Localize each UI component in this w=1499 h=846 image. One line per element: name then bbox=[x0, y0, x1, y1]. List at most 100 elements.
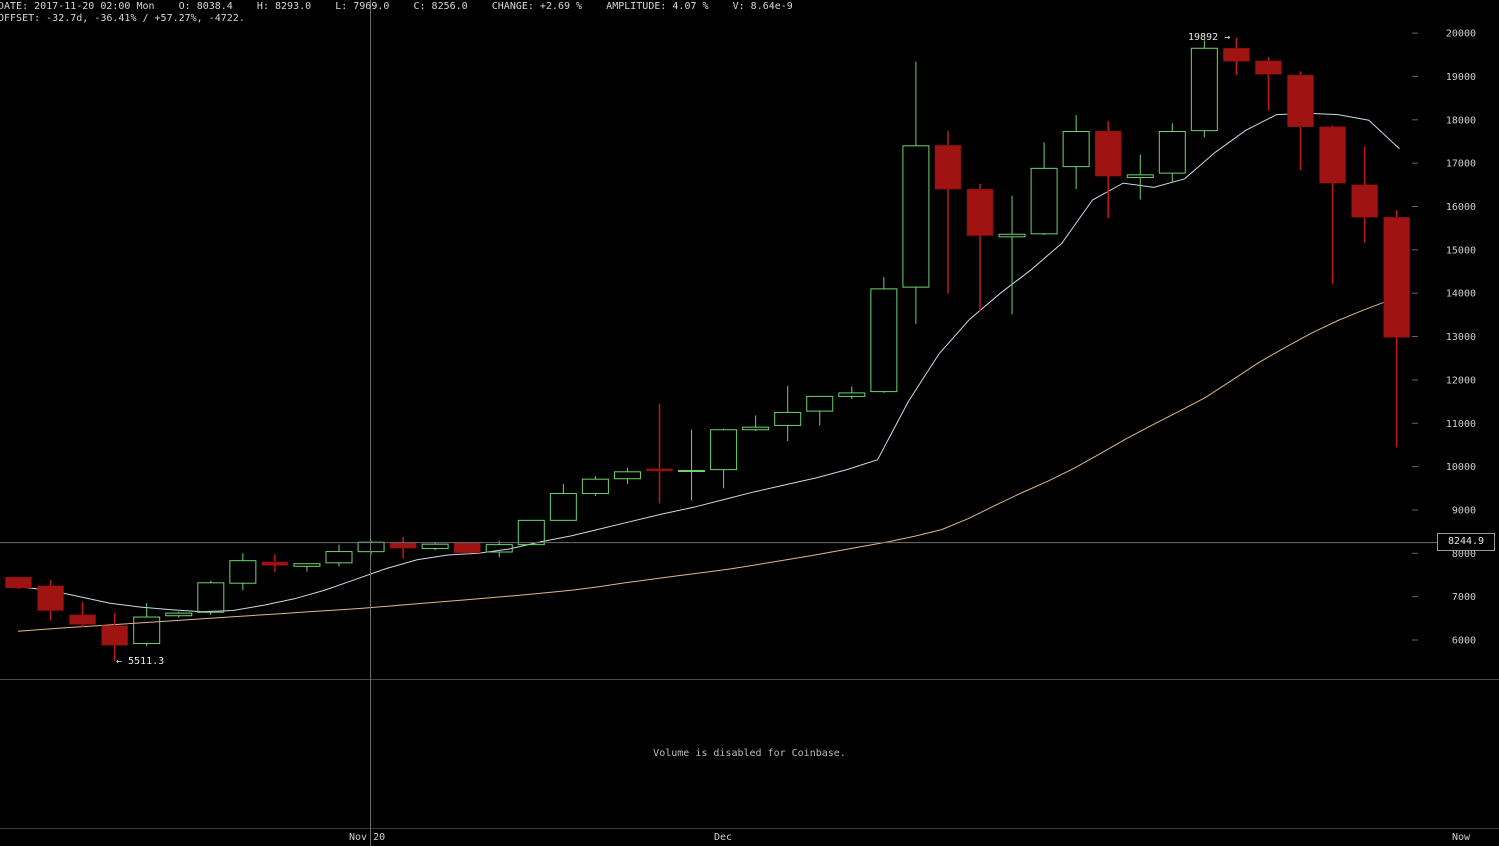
x-label-now: Now bbox=[1452, 832, 1471, 843]
candle-up bbox=[1062, 115, 1090, 190]
candle-body bbox=[1062, 131, 1090, 168]
high-annotation: 19892 → bbox=[1188, 32, 1230, 43]
candle-body bbox=[1158, 131, 1186, 174]
info-amplitude: AMPLITUDE: 4.07 % bbox=[606, 1, 709, 12]
candle-body bbox=[197, 582, 225, 613]
y-tick-label: 12000 bbox=[1446, 375, 1476, 386]
candle-down bbox=[389, 536, 417, 559]
y-tick-label: 18000 bbox=[1446, 115, 1476, 126]
candle-down bbox=[261, 554, 289, 572]
candle-body bbox=[389, 542, 417, 549]
candle-up bbox=[229, 553, 257, 591]
candle-up bbox=[1190, 40, 1218, 138]
candle-body bbox=[646, 468, 673, 472]
candle-down bbox=[1287, 71, 1314, 171]
candle-body bbox=[966, 188, 994, 236]
candle-down bbox=[101, 613, 128, 662]
candle-up bbox=[325, 544, 353, 567]
candle-down bbox=[1319, 125, 1346, 285]
candle-body bbox=[37, 585, 64, 611]
candle-down bbox=[1255, 56, 1282, 111]
candle-body bbox=[998, 233, 1026, 238]
info-low: L: 7969.0 bbox=[335, 1, 390, 12]
candle-body bbox=[1319, 126, 1346, 184]
y-tick-label: 15000 bbox=[1446, 245, 1476, 256]
candle-body bbox=[678, 470, 706, 473]
offset-info: OFFSET: -32.7d, -36.41% / +57.27%, -4722… bbox=[0, 13, 245, 24]
candle-down bbox=[1223, 37, 1250, 76]
candle-body bbox=[1126, 174, 1154, 178]
y-tick-label: 19000 bbox=[1446, 72, 1476, 83]
info-open: O: 8038.4 bbox=[178, 1, 233, 12]
candle-down bbox=[934, 130, 962, 294]
price-axis: 6000 7000 8000 9000 10000 11000 12000 13000 1400… bbox=[1412, 29, 1476, 647]
candle-body bbox=[517, 519, 545, 546]
candle-down bbox=[1094, 121, 1122, 219]
y-tick-label: 7000 bbox=[1452, 592, 1476, 603]
candle-body bbox=[421, 543, 449, 550]
candle-down bbox=[453, 542, 481, 554]
ma-short-line bbox=[17, 112, 1400, 613]
candle-up bbox=[998, 195, 1026, 315]
info-volume: V: 8.64e-9 bbox=[732, 1, 793, 12]
y-tick-label: 10000 bbox=[1446, 462, 1476, 473]
candlesticks bbox=[5, 37, 1410, 662]
candle-body bbox=[581, 478, 609, 494]
candle-body bbox=[902, 145, 930, 288]
y-tick-label: 13000 bbox=[1446, 332, 1476, 343]
candle-body bbox=[870, 288, 898, 393]
x-label-dec: Dec bbox=[714, 832, 733, 843]
candle-body bbox=[710, 429, 738, 471]
crosshair-price-label: 8244.9 bbox=[1437, 533, 1495, 551]
candle-body bbox=[742, 426, 770, 431]
candle-body bbox=[165, 612, 193, 617]
low-annotation: ← 5511.3 bbox=[116, 656, 164, 667]
candle-up bbox=[581, 476, 609, 497]
candle-body bbox=[1094, 130, 1122, 177]
candle-body bbox=[774, 411, 802, 426]
candle-body bbox=[101, 625, 128, 646]
candle-up bbox=[1158, 123, 1186, 182]
candle-body bbox=[806, 395, 834, 412]
candle-down bbox=[37, 580, 64, 621]
info-change: CHANGE: +2.69 % bbox=[491, 1, 583, 12]
candle-up bbox=[870, 277, 898, 393]
candle-body bbox=[133, 616, 161, 644]
candle-up bbox=[774, 385, 802, 442]
y-tick-label: 8000 bbox=[1452, 549, 1476, 560]
candle-body bbox=[838, 392, 866, 397]
candle-down bbox=[1383, 209, 1410, 448]
candle-up bbox=[549, 483, 577, 521]
y-tick-label: 16000 bbox=[1446, 202, 1476, 213]
candle-up bbox=[742, 415, 770, 432]
crosshair bbox=[0, 0, 1437, 846]
candle-body bbox=[1223, 48, 1250, 62]
candle-up bbox=[1126, 154, 1154, 200]
candle-up bbox=[197, 580, 225, 615]
info-high: H: 8293.0 bbox=[256, 1, 312, 12]
y-tick-label: 11000 bbox=[1446, 419, 1476, 430]
candle-body bbox=[549, 492, 577, 521]
candle-body bbox=[261, 561, 289, 566]
candle-body bbox=[229, 560, 257, 584]
candle-body bbox=[5, 576, 32, 589]
candle-up bbox=[806, 395, 834, 426]
candle-body bbox=[1383, 217, 1410, 338]
candle-up bbox=[293, 563, 321, 572]
candle-body bbox=[1190, 47, 1218, 132]
candle-up bbox=[710, 428, 738, 489]
candle-body bbox=[1287, 74, 1314, 127]
candle-body bbox=[1255, 60, 1282, 75]
candle-up bbox=[1030, 142, 1058, 236]
chart-grid bbox=[0, 679, 1499, 829]
candle-up bbox=[678, 429, 706, 501]
candle-up bbox=[421, 542, 449, 551]
candle-up bbox=[902, 61, 930, 324]
candle-body bbox=[325, 551, 353, 564]
candle-body bbox=[293, 563, 321, 567]
y-tick-label: 17000 bbox=[1446, 159, 1476, 170]
candle-body bbox=[1030, 167, 1058, 235]
volume-message: Volume is disabled for Coinbase. bbox=[653, 748, 846, 759]
candle-body bbox=[69, 614, 96, 625]
